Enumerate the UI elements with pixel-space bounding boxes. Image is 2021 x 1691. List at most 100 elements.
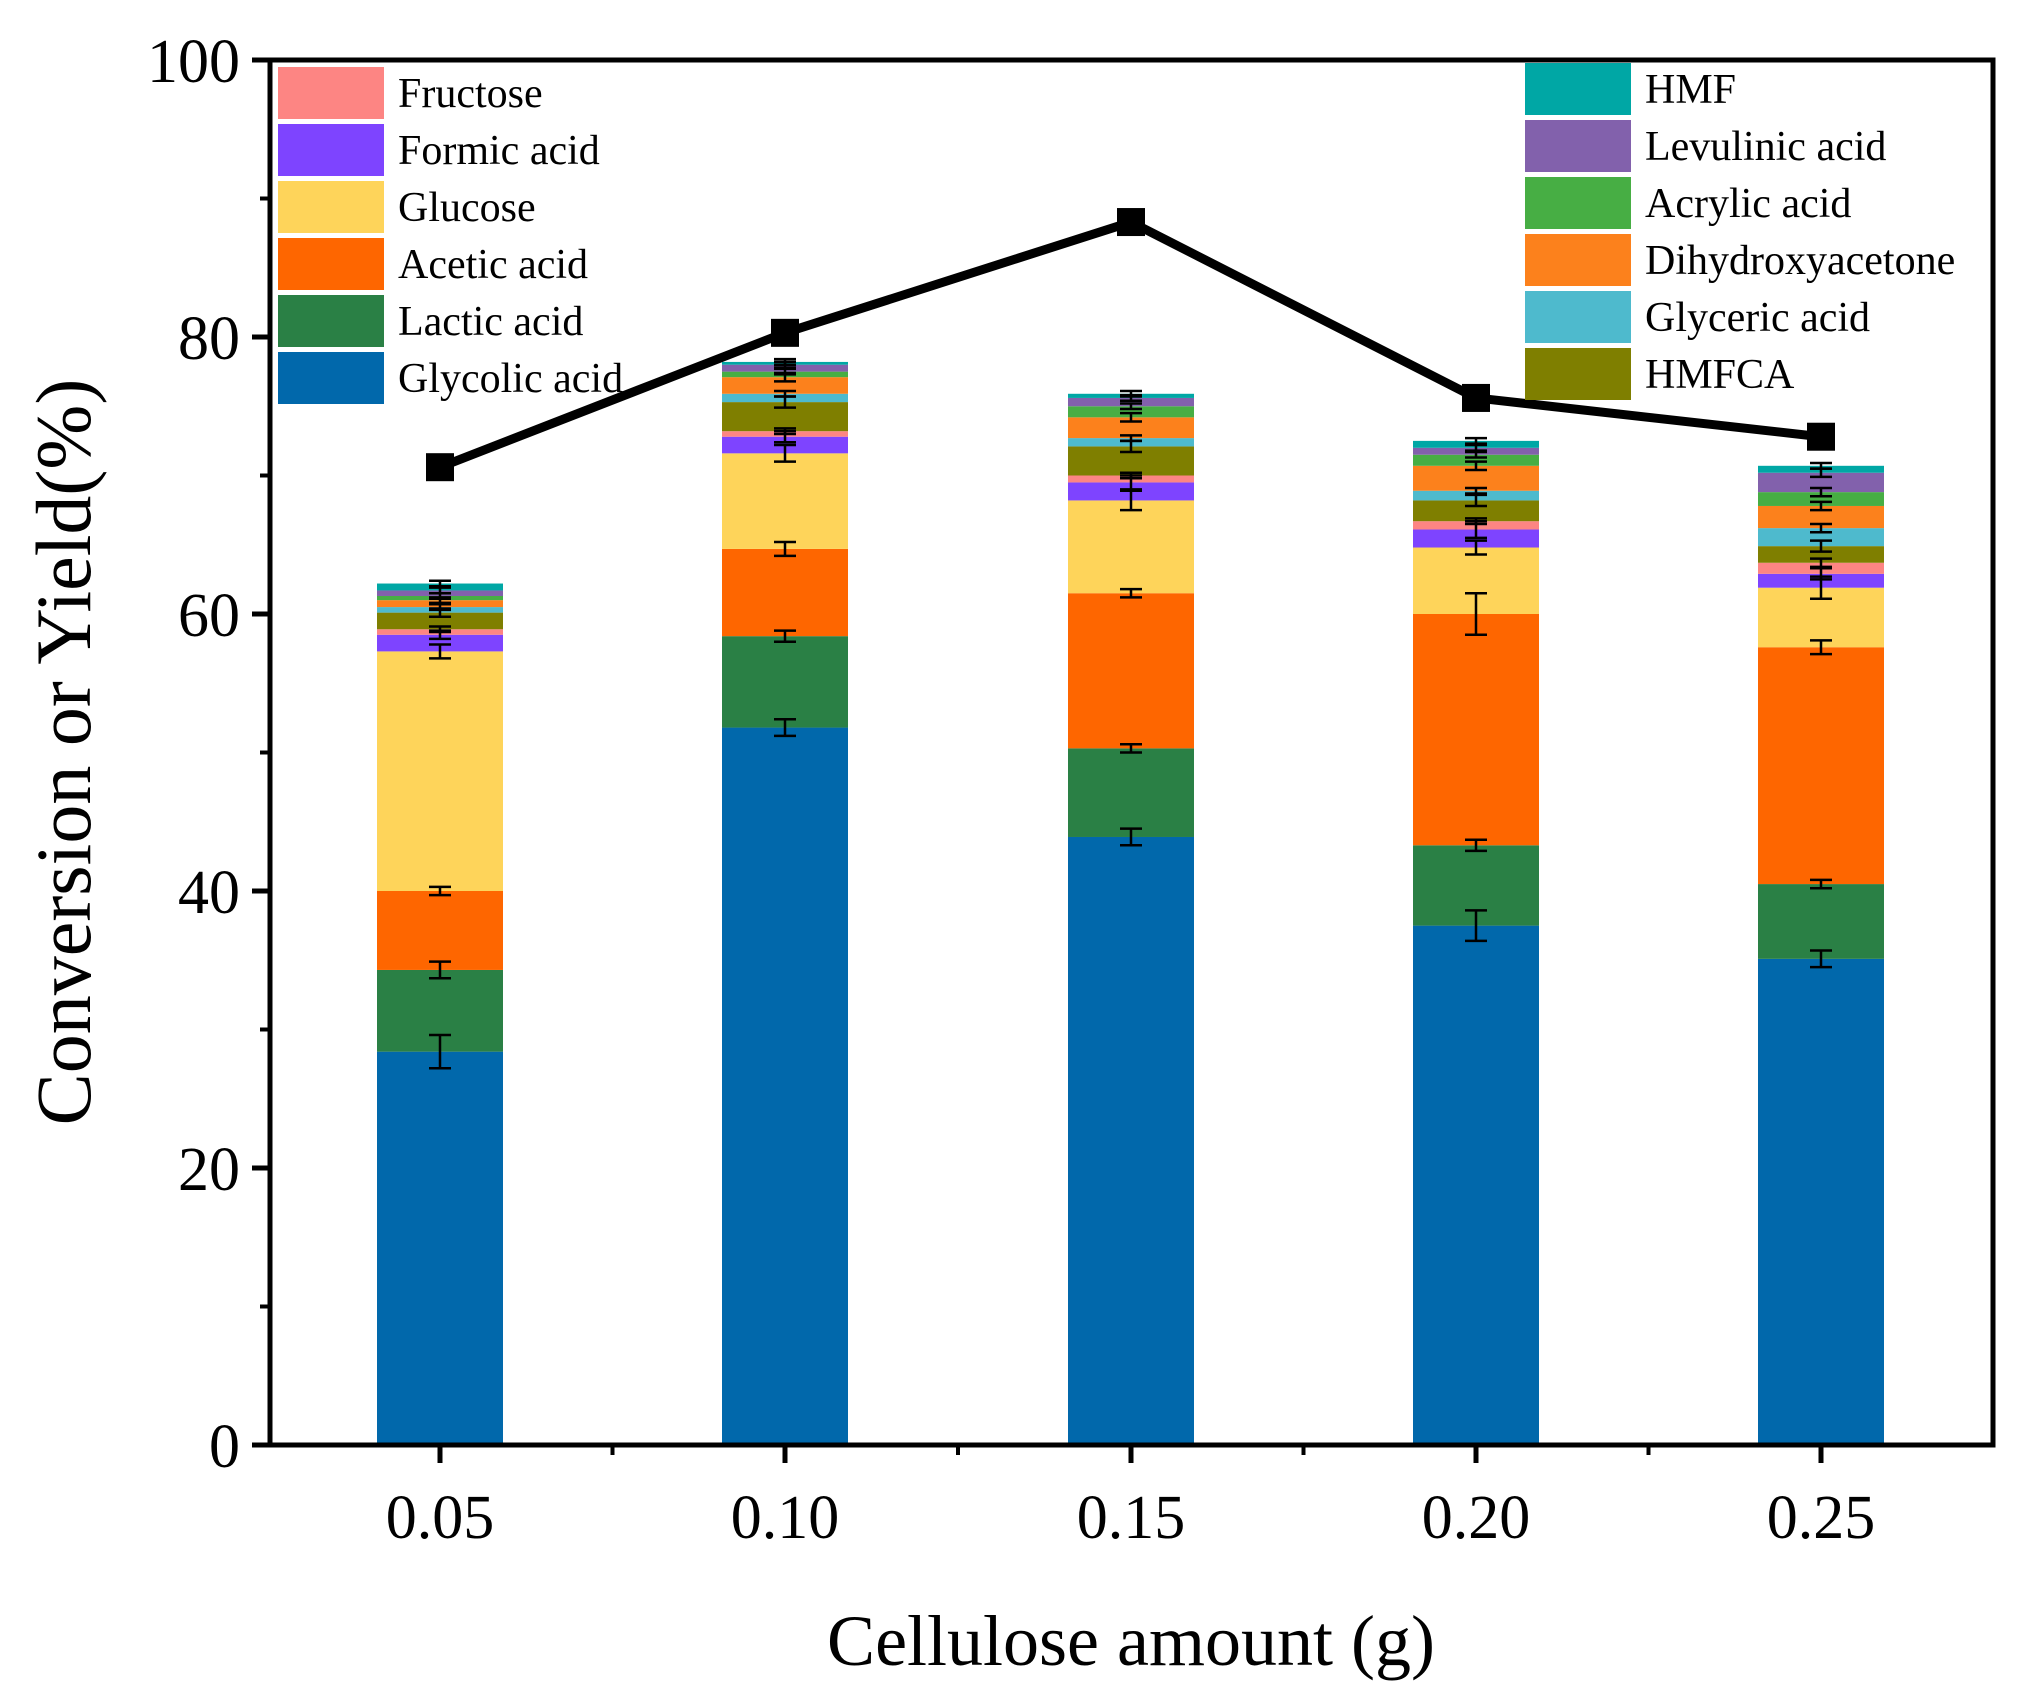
y-axis: 0 20 40 60 80 100 <box>147 28 270 1481</box>
errorbar-glucose-1 <box>774 443 796 463</box>
legend-swatch-acrylic-acid <box>1525 177 1631 229</box>
bar-dihydroxyacetone-2 <box>1068 417 1194 439</box>
bar-hmfca-4 <box>1758 546 1884 563</box>
conversion-point-3 <box>1462 383 1490 412</box>
errorbar-glycolic-acid-2 <box>1120 827 1142 847</box>
legend-label-glyceric-acid: Glyceric acid <box>1645 295 1870 341</box>
x-tick-label-2: 0.15 <box>1077 1484 1186 1552</box>
bar-glucose-2 <box>1068 500 1194 594</box>
bar-acetic-acid-0 <box>377 891 503 970</box>
errorbar-glucose-2 <box>1120 489 1142 512</box>
legend-swatch-dihydroxyacetone <box>1525 234 1631 286</box>
errorbar-glucose-0 <box>429 643 451 660</box>
errorbar-acetic-acid-2 <box>1120 587 1142 599</box>
bar-dihydroxyacetone-4 <box>1758 505 1884 529</box>
errorbar-layer <box>429 357 1832 1070</box>
bar-lactic-acid-4 <box>1758 884 1884 959</box>
errorbar-glyceric-acid-3 <box>1465 486 1487 495</box>
bar-acrylic-acid-2 <box>1068 406 1194 418</box>
errorbar-hmf-0 <box>429 579 451 588</box>
bar-layer <box>377 361 1884 1445</box>
errorbar-acetic-acid-0 <box>429 885 451 897</box>
errorbar-acetic-acid-3 <box>1465 591 1487 637</box>
legend-swatch-glycolic-acid <box>278 352 384 404</box>
bar-glucose-1 <box>722 453 848 549</box>
bar-glycolic-acid-3 <box>1413 925 1539 1445</box>
errorbar-levulinic-acid-0 <box>429 586 451 595</box>
errorbar-acrylic-acid-4 <box>1810 486 1832 498</box>
errorbar-fructose-3 <box>1465 517 1487 526</box>
legend-swatch-fructose <box>278 67 384 119</box>
conversion-point-0 <box>426 453 454 482</box>
bar-acetic-acid-1 <box>722 548 848 637</box>
y-tick-label-3: 60 <box>178 582 240 650</box>
errorbar-glycolic-acid-4 <box>1810 949 1832 969</box>
y-tick-label-5: 100 <box>147 28 240 96</box>
x-tick-label-4: 0.25 <box>1767 1484 1876 1552</box>
x-tick-label-3: 0.20 <box>1422 1484 1531 1552</box>
errorbar-hmf-2 <box>1120 389 1142 398</box>
bar-acetic-acid-2 <box>1068 593 1194 749</box>
bar-glycolic-acid-0 <box>377 1051 503 1445</box>
bar-glycolic-acid-1 <box>722 727 848 1445</box>
x-axis: 0.05 0.10 0.15 0.20 0.25 <box>386 1445 1876 1552</box>
conversion-line-layer <box>426 208 1835 482</box>
legend-swatch-levulinic-acid <box>1525 120 1631 172</box>
legend-label-formic-acid: Formic acid <box>398 128 600 174</box>
legend-swatch-formic-acid <box>278 124 384 176</box>
conversion-point-4 <box>1807 422 1835 451</box>
errorbar-hmf-4 <box>1810 461 1832 470</box>
bar-acetic-acid-4 <box>1758 647 1884 885</box>
legend-label-hmfca: HMFCA <box>1645 352 1795 398</box>
errorbar-lactic-acid-1 <box>774 629 796 643</box>
legend-label-lactic-acid: Lactic acid <box>398 299 583 345</box>
errorbar-acetic-acid-1 <box>774 540 796 558</box>
bar-formic-acid-0 <box>377 634 503 652</box>
legend-swatch-glucose <box>278 181 384 233</box>
legend-label-fructose: Fructose <box>398 71 543 117</box>
legend-left: Fructose Formic acid Glucose Acetic acid Lac… <box>278 67 623 404</box>
errorbar-dihydroxyacetone-3 <box>1465 460 1487 472</box>
errorbar-dihydroxyacetone-2 <box>1120 411 1142 423</box>
errorbar-fructose-2 <box>1120 471 1142 480</box>
bar-glyceric-acid-4 <box>1758 528 1884 547</box>
bar-acetic-acid-3 <box>1413 614 1539 846</box>
bar-glycolic-acid-4 <box>1758 958 1884 1445</box>
errorbar-glycolic-acid-3 <box>1465 909 1487 943</box>
errorbar-glycolic-acid-1 <box>774 718 796 738</box>
legend-swatch-hmf <box>1525 63 1631 115</box>
errorbar-acrylic-acid-1 <box>774 367 796 376</box>
errorbar-hmf-1 <box>774 357 796 366</box>
errorbar-levulinic-acid-3 <box>1465 443 1487 452</box>
errorbar-lactic-acid-0 <box>429 960 451 980</box>
y-tick-label-1: 20 <box>178 1136 240 1204</box>
legend-label-acetic-acid: Acetic acid <box>398 242 588 288</box>
legend-label-dihydroxyacetone: Dihydroxyacetone <box>1645 238 1955 284</box>
x-tick-label-1: 0.10 <box>731 1484 840 1552</box>
legend-label-hmf: HMF <box>1645 67 1736 113</box>
errorbar-hmfca-3 <box>1465 493 1487 508</box>
y-tick-label-2: 40 <box>178 859 240 927</box>
x-axis-label: Cellulose amount (g) <box>827 1601 1435 1681</box>
errorbar-acetic-acid-4 <box>1810 639 1832 656</box>
conversion-point-2 <box>1117 208 1145 237</box>
errorbar-fructose-0 <box>429 625 451 634</box>
legend-swatch-glyceric-acid <box>1525 291 1631 343</box>
x-tick-label-0: 0.05 <box>386 1484 495 1552</box>
bar-acrylic-acid-3 <box>1413 454 1539 466</box>
bar-lactic-acid-2 <box>1068 748 1194 837</box>
bar-levulinic-acid-4 <box>1758 472 1884 493</box>
errorbar-hmf-3 <box>1465 436 1487 445</box>
errorbar-glyceric-acid-0 <box>429 603 451 612</box>
legend-label-levulinic-acid: Levulinic acid <box>1645 124 1886 170</box>
errorbar-lactic-acid-4 <box>1810 878 1832 890</box>
errorbar-glyceric-acid-4 <box>1810 522 1832 534</box>
errorbar-lactic-acid-3 <box>1465 838 1487 853</box>
legend-label-glucose: Glucose <box>398 185 536 231</box>
legend-right: HMF Levulinic acid Acrylic acid Dihydroxyac… <box>1525 63 1955 400</box>
bar-lactic-acid-1 <box>722 636 848 728</box>
legend-swatch-hmfca <box>1525 348 1631 400</box>
errorbar-glucose-3 <box>1465 539 1487 556</box>
errorbar-glyceric-acid-2 <box>1120 434 1142 443</box>
errorbar-acrylic-acid-2 <box>1120 402 1142 411</box>
